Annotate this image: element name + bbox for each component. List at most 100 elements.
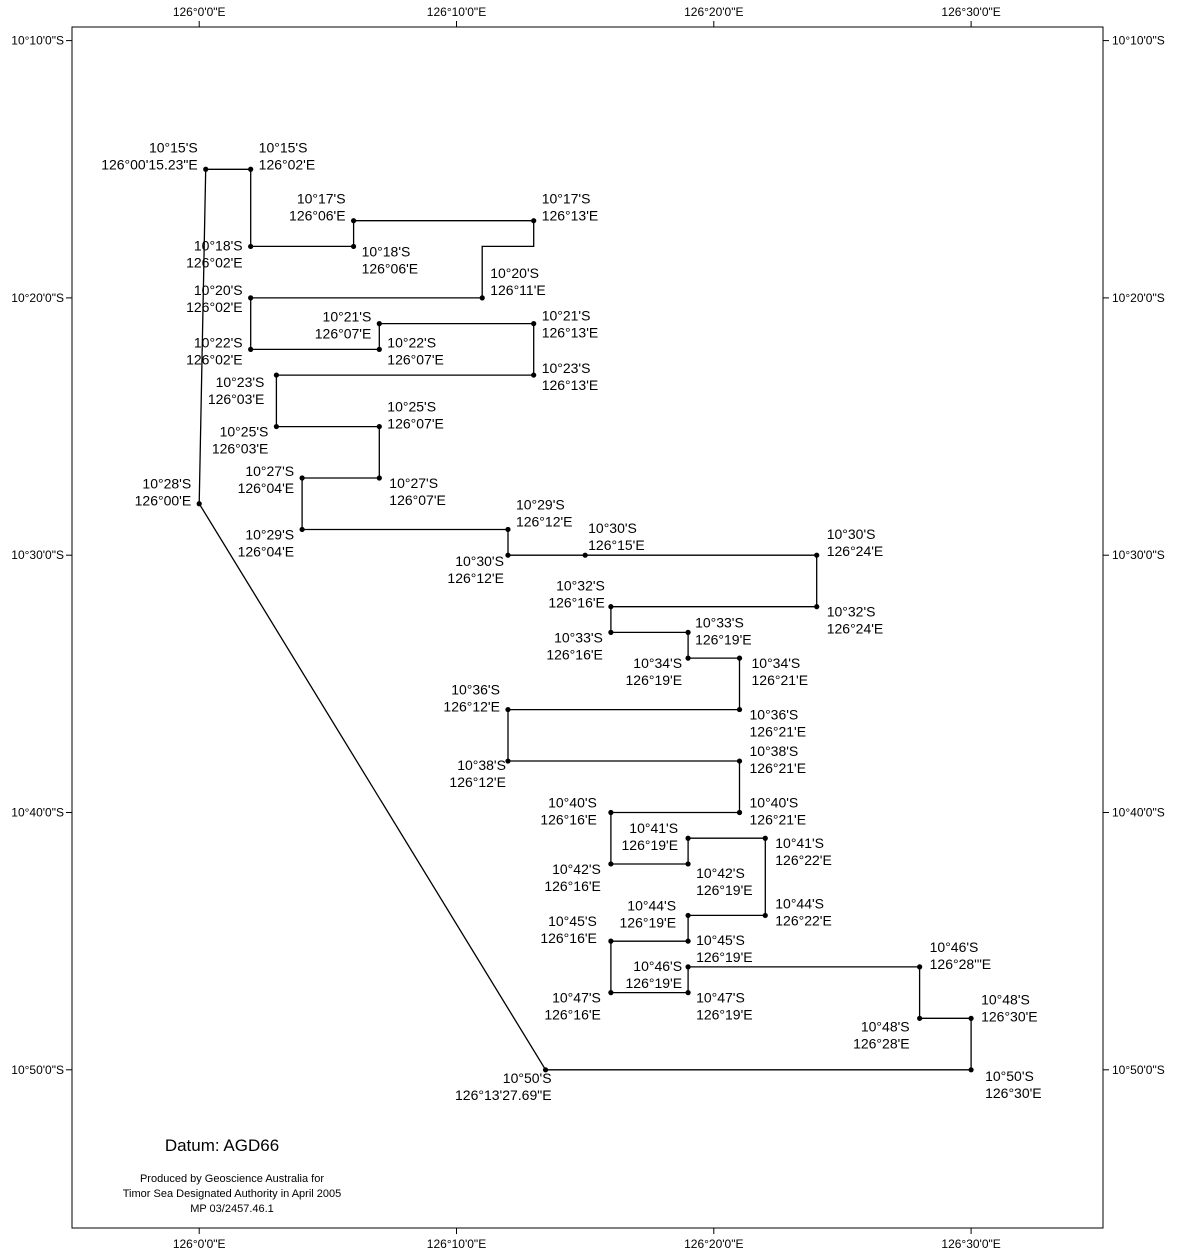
- vertex-longitude-label: 126°02'E: [186, 351, 243, 367]
- vertex-latitude-label: 10°18'S: [362, 243, 411, 259]
- vertex-latitude-label: 10°22'S: [387, 334, 436, 350]
- vertex-latitude-label: 10°27'S: [389, 475, 438, 491]
- vertex-longitude-label: 126°07'E: [387, 416, 444, 432]
- vertex-longitude-label: 126°28'"E: [930, 956, 992, 972]
- vertex-marker: [685, 629, 691, 635]
- vertex-longitude-label: 126°22'E: [775, 912, 832, 928]
- vertex-latitude-label: 10°25'S: [220, 424, 269, 440]
- vertex-latitude-label: 10°46'S: [930, 939, 979, 955]
- x-tick-label-bottom: 126°30'0"E: [941, 1237, 1000, 1251]
- vertex-marker: [376, 475, 382, 481]
- x-tick-label-top: 126°20'0"E: [684, 5, 743, 19]
- vertex-latitude-label: 10°36'S: [451, 682, 500, 698]
- vertex-longitude-label: 126°21'E: [752, 672, 809, 688]
- vertex-latitude-label: 10°48'S: [981, 991, 1030, 1007]
- y-tick-label-right: 10°20'0"S: [1112, 291, 1165, 305]
- vertex-marker: [376, 346, 382, 352]
- vertex-latitude-label: 10°22'S: [194, 334, 243, 350]
- vertex-longitude-label: 126°07'E: [389, 492, 446, 508]
- vertex-marker: [736, 655, 743, 661]
- vertex-latitude-label: 10°32'S: [827, 604, 876, 620]
- vertex-latitude-label: 10°23'S: [542, 360, 591, 376]
- vertex-longitude-label: 126°16'E: [548, 595, 605, 611]
- vertex-latitude-label: 10°34'S: [633, 655, 682, 671]
- vertex-marker: [685, 938, 691, 944]
- vertex-longitude-label: 126°12'E: [516, 513, 573, 529]
- vertex-longitude-label: 126°16'E: [544, 878, 601, 894]
- vertex-marker: [505, 526, 511, 533]
- vertex-latitude-label: 10°30'S: [827, 526, 876, 542]
- vertex-marker: [685, 990, 691, 996]
- vertex-latitude-label: 10°48'S: [861, 1018, 910, 1034]
- vertex-marker: [736, 758, 743, 764]
- vertex-longitude-label: 126°13'E: [542, 325, 599, 341]
- map-frame: [71, 26, 1104, 1229]
- vertex-latitude-label: 10°33'S: [695, 614, 744, 630]
- vertex-latitude-label: 10°21'S: [323, 309, 372, 325]
- vertex-latitude-label: 10°34'S: [752, 655, 801, 671]
- vertex-longitude-label: 126°19'E: [695, 631, 752, 647]
- vertex-marker: [248, 346, 254, 352]
- vertex-latitude-label: 10°18'S: [194, 237, 243, 253]
- vertex-marker: [685, 655, 691, 661]
- vertex-marker: [248, 295, 254, 301]
- vertex-longitude-label: 126°04'E: [238, 480, 295, 496]
- vertex-longitude-label: 126°24'E: [827, 621, 884, 637]
- x-tick-label-top: 126°10'0"E: [427, 5, 486, 19]
- vertex-marker: [685, 964, 691, 970]
- vertex-longitude-label: 126°19'E: [626, 672, 683, 688]
- vertex-longitude-label: 126°02'E: [259, 156, 316, 172]
- x-tick-label-bottom: 126°0'0"E: [173, 1237, 226, 1251]
- vertex-marker: [608, 604, 614, 610]
- vertex-marker: [542, 1067, 549, 1073]
- vertex-longitude-label: 126°12'E: [447, 570, 504, 586]
- vertex-longitude-label: 126°03'E: [208, 391, 265, 407]
- vertex-longitude-label: 126°13'27.69"E: [455, 1087, 552, 1103]
- vertex-longitude-label: 126°19'E: [620, 914, 677, 930]
- vertex-longitude-label: 126°30'E: [985, 1085, 1042, 1101]
- vertex-marker: [376, 423, 382, 430]
- vertex-marker: [814, 552, 820, 558]
- y-tick-label-right: 10°30'0"S: [1112, 548, 1165, 562]
- y-tick-label-left: 10°10'0"S: [11, 34, 64, 48]
- vertex-latitude-label: 10°44'S: [627, 897, 676, 913]
- vertex-marker: [505, 758, 511, 764]
- vertex-latitude-label: 10°50'S: [503, 1070, 552, 1086]
- vertex-longitude-label: 126°03'E: [212, 441, 269, 457]
- vertex-latitude-label: 10°20'S: [490, 265, 539, 281]
- y-tick-label-right: 10°10'0"S: [1112, 34, 1165, 48]
- vertex-longitude-label: 126°28'E: [853, 1035, 910, 1051]
- vertex-marker: [299, 475, 305, 481]
- vertex-latitude-label: 10°40'S: [548, 795, 597, 811]
- vertex-longitude-label: 126°16'E: [544, 1007, 601, 1023]
- vertex-marker: [582, 552, 588, 558]
- vertex-latitude-label: 10°41'S: [775, 835, 824, 851]
- vertex-marker: [685, 835, 691, 841]
- vertex-marker: [608, 809, 614, 816]
- vertex-marker: [968, 1015, 974, 1021]
- vertex-longitude-label: 126°07'E: [387, 351, 444, 367]
- vertex-latitude-label: 10°41'S: [629, 820, 678, 836]
- vertex-longitude-label: 126°30'E: [981, 1008, 1038, 1024]
- vertex-latitude-label: 10°46'S: [633, 958, 682, 974]
- vertex-marker: [736, 809, 743, 816]
- boundary-points: 10°15'S126°00'15.23"E10°15'S126°02'E10°1…: [101, 139, 1041, 1103]
- vertex-latitude-label: 10°15'S: [259, 139, 308, 155]
- vertex-marker: [479, 295, 485, 301]
- vertex-longitude-label: 126°16'E: [546, 646, 603, 662]
- vertex-longitude-label: 126°15'E: [588, 537, 645, 553]
- x-tick-label-top: 126°30'0"E: [941, 5, 1000, 19]
- vertex-longitude-label: 126°06'E: [362, 260, 419, 276]
- y-tick-label-right: 10°40'0"S: [1112, 806, 1165, 820]
- vertex-marker: [203, 166, 209, 172]
- vertex-marker: [968, 1067, 974, 1073]
- vertex-marker: [917, 1015, 923, 1021]
- vertex-longitude-label: 126°16'E: [540, 930, 597, 946]
- datum-label: Datum: AGD66: [165, 1136, 279, 1155]
- vertex-latitude-label: 10°47'S: [552, 990, 601, 1006]
- vertex-marker: [248, 243, 254, 250]
- vertex-marker: [273, 372, 279, 378]
- vertex-longitude-label: 126°19'E: [696, 949, 753, 965]
- vertex-latitude-label: 10°44'S: [775, 895, 824, 911]
